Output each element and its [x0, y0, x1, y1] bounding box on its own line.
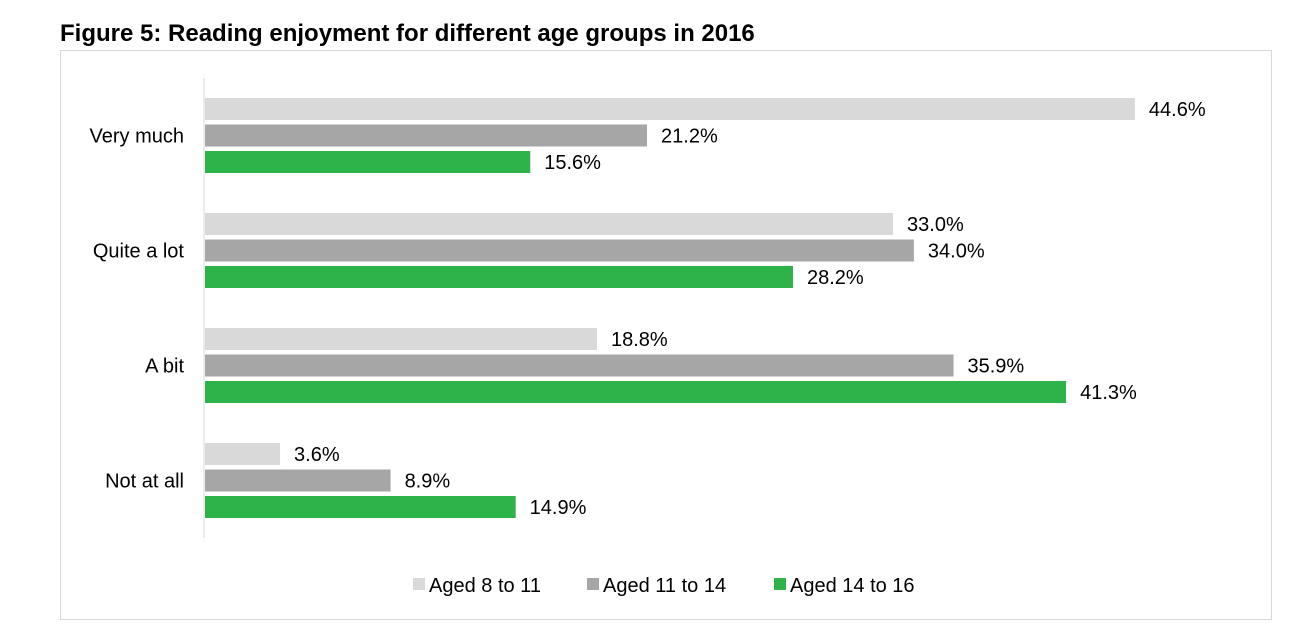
data-labels: 44.6% 21.2% 15.6% 33.0% 34.0% 28.2% 18.8% 35.9%…: [294, 99, 1206, 519]
legend-label: Aged 11 to 14: [603, 575, 726, 597]
data-label: 35.9%: [968, 356, 1025, 378]
data-label: 34.0%: [928, 241, 985, 263]
data-label: 15.6%: [544, 152, 601, 174]
legend-label: Aged 8 to 11: [429, 575, 541, 597]
bar: [205, 443, 281, 465]
data-label: 8.9%: [405, 471, 451, 493]
bar: [205, 354, 954, 377]
bar: [205, 151, 531, 173]
bar: [205, 469, 391, 492]
data-label: 33.0%: [907, 214, 964, 236]
bar: [205, 213, 894, 235]
bar: [205, 124, 648, 147]
category-label: Quite a lot: [93, 241, 185, 263]
category-label: Very much: [90, 126, 184, 148]
data-label: 28.2%: [807, 267, 864, 289]
legend-swatch: [774, 578, 786, 590]
category-label: Not at all: [105, 471, 184, 493]
bar: [205, 328, 597, 350]
data-label: 3.6%: [294, 444, 340, 466]
chart-title: Figure 5: Reading enjoyment for differen…: [60, 20, 755, 47]
category-label: A bit: [145, 356, 184, 378]
bar: [205, 496, 516, 518]
legend-swatch: [587, 578, 599, 590]
bar: [205, 381, 1067, 403]
legend-label: Aged 14 to 16: [790, 575, 915, 597]
data-label: 18.8%: [611, 329, 668, 351]
data-label: 41.3%: [1080, 382, 1137, 404]
data-label: 14.9%: [530, 497, 587, 519]
data-label: 44.6%: [1149, 99, 1206, 121]
bars: [205, 98, 1135, 518]
bar: [205, 239, 914, 262]
bar: [205, 98, 1135, 120]
data-label: 21.2%: [661, 126, 718, 148]
category-labels: Very much Quite a lot A bit Not at all: [90, 126, 185, 493]
legend-swatch: [413, 578, 425, 590]
bar: [205, 266, 793, 288]
legend: Aged 8 to 11 Aged 11 to 14 Aged 14 to 16: [413, 575, 915, 597]
